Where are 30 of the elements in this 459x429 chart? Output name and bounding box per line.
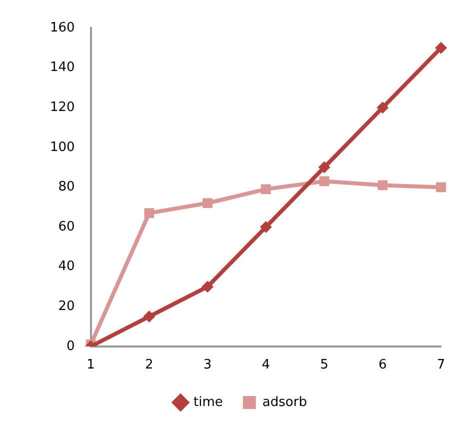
y-tick-label: 80 bbox=[58, 180, 75, 195]
point bbox=[318, 161, 330, 174]
point bbox=[144, 208, 154, 218]
y-tick-label: 60 bbox=[58, 219, 75, 234]
y-tick-label: 40 bbox=[58, 259, 75, 274]
point bbox=[436, 182, 446, 192]
point bbox=[202, 280, 214, 293]
y-tick-label: 0 bbox=[66, 338, 75, 354]
point bbox=[319, 176, 330, 186]
point bbox=[143, 310, 156, 323]
x-tick-label: 5 bbox=[320, 358, 328, 373]
y-tick-label: 120 bbox=[50, 100, 75, 115]
point bbox=[260, 221, 272, 233]
legend-label: adsorb bbox=[262, 394, 307, 410]
x-tick-label: 4 bbox=[262, 358, 270, 373]
y-tick-label: 100 bbox=[50, 140, 75, 155]
y-tick-label: 160 bbox=[50, 20, 75, 36]
x-tick-label: 3 bbox=[203, 358, 212, 373]
point bbox=[378, 180, 388, 190]
y-tick-label: 140 bbox=[50, 60, 75, 76]
x-tick-label: 7 bbox=[436, 358, 446, 373]
point bbox=[435, 42, 447, 54]
x-tick-label: 2 bbox=[145, 358, 154, 373]
x-tick-label: 1 bbox=[86, 358, 95, 373]
point bbox=[260, 184, 271, 194]
point bbox=[376, 102, 389, 114]
y-tick-label: 20 bbox=[58, 298, 75, 314]
legend-label: time bbox=[194, 394, 223, 410]
x-tick-label: 6 bbox=[378, 358, 387, 373]
point bbox=[202, 198, 212, 208]
